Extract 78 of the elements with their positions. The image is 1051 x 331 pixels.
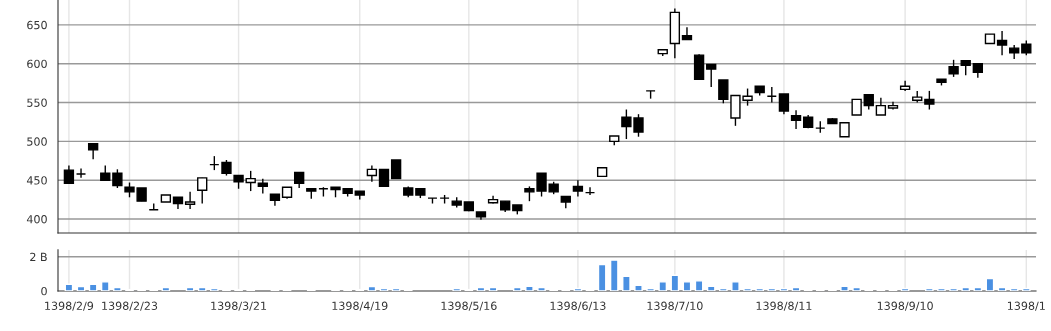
y-tick-label: 550 <box>27 98 47 107</box>
candlestick <box>681 26 693 41</box>
x-tick-label: 1398/5/16 <box>441 301 497 311</box>
bar <box>743 287 752 291</box>
bar <box>609 259 619 291</box>
bar <box>1021 287 1031 291</box>
bar <box>925 287 934 291</box>
x-tick-label: 1398/8/11 <box>756 301 812 311</box>
bar <box>452 287 462 291</box>
y-tick-label: 500 <box>27 137 47 146</box>
x-tick-label: 1398/3/21 <box>211 301 267 311</box>
bar <box>1009 287 1019 291</box>
bar <box>961 286 971 291</box>
bar <box>694 280 704 291</box>
bar <box>900 287 910 291</box>
bar <box>488 286 498 291</box>
x-tick-label: 1398/6/13 <box>550 301 606 311</box>
candlestick <box>572 179 584 198</box>
candlestick <box>706 63 717 88</box>
bar <box>537 286 546 291</box>
bar <box>852 286 861 291</box>
bar <box>949 287 958 291</box>
bar <box>731 281 740 291</box>
candlestick <box>245 170 256 192</box>
bar <box>100 281 110 291</box>
bar <box>512 286 522 291</box>
bar <box>767 287 777 291</box>
candlestick <box>996 30 1008 56</box>
candlestick <box>924 90 935 111</box>
bar <box>597 263 607 291</box>
y-tick-label: 600 <box>27 59 47 69</box>
bar <box>634 284 643 291</box>
bar <box>682 281 692 291</box>
x-tick-label: 1398/2/9 <box>45 301 94 311</box>
bar <box>185 286 195 291</box>
bar <box>670 274 680 291</box>
bar <box>76 285 86 291</box>
candlestick <box>112 168 123 189</box>
bar <box>161 286 171 291</box>
bar <box>755 287 765 291</box>
bar <box>985 277 995 291</box>
x-tick-label: 1398/4/19 <box>332 301 388 311</box>
bar <box>791 286 801 291</box>
y-tick-label: 450 <box>26 176 47 185</box>
bar <box>706 285 716 291</box>
bar <box>525 285 534 291</box>
x-tick-label: 1398/7/10 <box>647 301 703 311</box>
candlestick <box>790 109 802 130</box>
x-tick-label: 1398/9/10 <box>877 301 933 311</box>
candlestick <box>184 191 196 210</box>
y-tick-label: 400 <box>26 215 47 224</box>
bar <box>197 286 207 291</box>
bar <box>840 285 849 291</box>
bar <box>476 286 486 291</box>
bar <box>997 286 1007 291</box>
y-tick-label: 650 <box>27 20 47 30</box>
y-tick-label: 0 <box>41 286 47 296</box>
bar <box>573 287 583 291</box>
bar <box>658 281 668 291</box>
bar <box>779 287 789 291</box>
bar <box>210 287 219 291</box>
candlestick <box>390 159 402 180</box>
x-tick-label: 1398/2/23 <box>102 301 158 311</box>
bar <box>646 287 655 291</box>
bar <box>391 287 401 291</box>
candlestick <box>778 93 790 115</box>
bar <box>937 287 946 291</box>
bar <box>64 283 74 291</box>
bar <box>113 286 122 291</box>
bar <box>88 283 98 291</box>
candlestick <box>197 177 208 205</box>
bar <box>367 285 377 291</box>
bar <box>622 275 631 291</box>
y-tick-label: 2 B <box>30 252 47 261</box>
bar <box>719 287 728 291</box>
bar <box>379 287 389 291</box>
x-tick-label: 1398/1 <box>1007 301 1045 311</box>
bar <box>973 286 983 291</box>
